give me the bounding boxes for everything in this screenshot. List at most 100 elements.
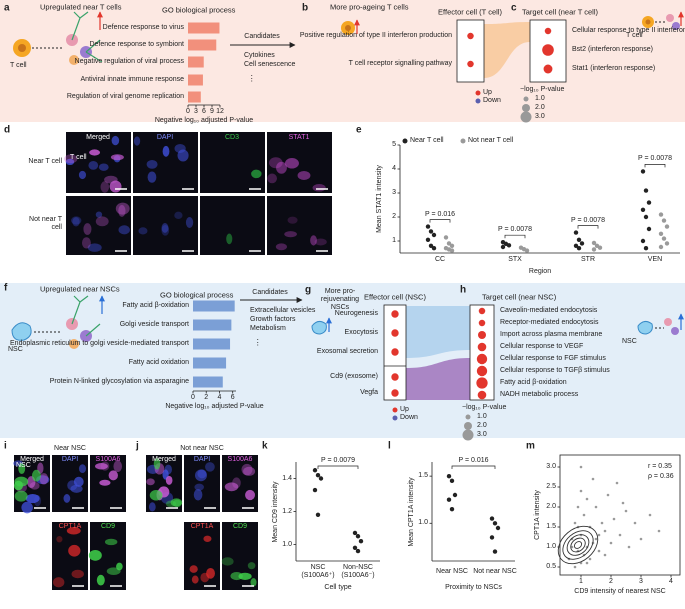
chart-title: Target cell (near NSC) — [482, 292, 557, 302]
point — [661, 218, 667, 223]
point — [591, 477, 595, 481]
bar — [188, 39, 217, 51]
cell-signal — [104, 538, 118, 546]
row-label: Cellular response to VEGF — [500, 342, 584, 350]
callout: NSC — [16, 461, 31, 469]
x-axis-label: Region — [528, 267, 552, 275]
cell-signal — [250, 578, 257, 587]
row-label: Stat1 (interferon response) — [572, 64, 656, 72]
legend-label: 2.0 — [535, 103, 545, 111]
point — [358, 539, 364, 544]
legend-swatch — [475, 90, 481, 96]
cell-signal — [118, 225, 130, 235]
dot — [543, 64, 553, 74]
label: a — [4, 2, 10, 14]
cell-signal — [95, 211, 103, 218]
label: f — [4, 282, 8, 294]
channel-label: Merged — [20, 455, 44, 463]
label: m — [526, 440, 535, 452]
row-label: Neurogenesis — [334, 309, 378, 317]
cell-signal — [147, 171, 157, 183]
p-value: P = 0.016 — [458, 456, 489, 464]
point — [312, 487, 318, 493]
chart-title: GO biological process — [160, 290, 234, 300]
legend-label: Up — [400, 405, 409, 413]
micrograph — [267, 132, 332, 193]
point — [495, 525, 501, 531]
cell-signal — [95, 463, 108, 470]
label: Near NSC — [54, 444, 86, 452]
cell-signal — [100, 461, 110, 471]
x-tick-label: 6 — [202, 107, 206, 115]
cell-signal — [165, 475, 173, 485]
point — [425, 237, 431, 242]
point — [576, 246, 582, 251]
point — [582, 513, 586, 517]
point — [576, 237, 582, 242]
y-tick-label: Regulation of viral genome replication — [66, 92, 184, 100]
density-contour — [557, 525, 599, 565]
bar — [193, 357, 227, 369]
density-contour — [573, 541, 583, 549]
p-value: P = 0.0079 — [321, 456, 355, 464]
x-tick-label: 2 — [609, 577, 613, 585]
x-axis-label: Negative log₁₀ adjusted P-value — [165, 402, 264, 410]
x-axis-label: CD9 intensity of nearest NSC — [574, 587, 666, 595]
row-label: Bst2 (interferon response) — [572, 45, 653, 53]
y-axis-label: Mean CPT1A intensity — [407, 476, 415, 547]
label: l — [388, 440, 391, 452]
point — [588, 557, 592, 561]
point — [489, 535, 495, 540]
micrograph — [184, 455, 220, 512]
bracket — [644, 164, 666, 168]
density-contour — [562, 530, 594, 560]
row-label: Cellular response to FGF stimulus — [500, 354, 606, 362]
bracket — [451, 465, 496, 469]
cell-signal — [224, 482, 239, 492]
cell-signal — [185, 216, 194, 229]
label: NSC — [8, 345, 23, 353]
row-label: Vegfa — [360, 388, 378, 396]
point — [492, 521, 498, 526]
p-value: P = 0.0078 — [498, 226, 532, 234]
point — [446, 473, 452, 479]
chart-title: GO biological process — [162, 5, 236, 15]
callout: T cell — [70, 153, 87, 161]
y-tick-label: Golgi vesicle transport — [119, 320, 189, 328]
cell-signal — [14, 490, 28, 502]
x-tick-label: 4 — [217, 393, 222, 401]
channel-label: CD9 — [100, 522, 116, 530]
point — [603, 529, 607, 533]
point — [318, 476, 324, 481]
legend-size — [523, 96, 529, 102]
point — [315, 512, 321, 517]
bar — [193, 319, 232, 331]
y-tick-label: Antiviral innate immune response — [80, 75, 185, 83]
flow-band — [406, 358, 470, 400]
cell-signal — [53, 577, 65, 588]
cell-signal — [148, 502, 156, 512]
label: b — [302, 2, 309, 14]
point — [591, 247, 597, 252]
y-tick-label: 0.5 — [546, 562, 556, 570]
legend-label: Down — [483, 96, 501, 104]
cell-signal — [31, 469, 41, 482]
label: Upregulated near NSCs — [40, 284, 120, 294]
cell-signal — [267, 173, 278, 184]
x-tick-label: 0 — [186, 107, 190, 115]
cell-signal — [71, 216, 82, 225]
legend-label: Not near T cell — [468, 136, 514, 144]
point — [315, 473, 321, 478]
cell-signal — [138, 227, 148, 235]
label: NSC — [622, 337, 637, 345]
point — [524, 248, 530, 253]
label: More pro-ageing T cells — [330, 2, 409, 12]
cell-signal — [200, 572, 210, 583]
cell-signal — [162, 145, 170, 157]
dot — [476, 377, 488, 389]
dot — [391, 348, 399, 356]
row-label: Cellular response to type II interferon — [572, 26, 685, 34]
plot-frame — [559, 454, 681, 576]
micrograph — [133, 196, 198, 255]
